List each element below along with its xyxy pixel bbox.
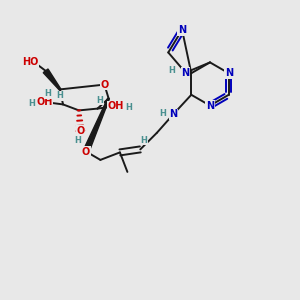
- Text: N: N: [182, 68, 190, 78]
- Text: H: H: [74, 136, 81, 145]
- Text: N: N: [178, 25, 186, 35]
- Text: O: O: [100, 80, 109, 90]
- Text: H: H: [97, 96, 103, 105]
- Text: H: H: [169, 66, 176, 75]
- Text: O: O: [82, 146, 90, 157]
- Text: H: H: [125, 103, 132, 112]
- Polygon shape: [43, 69, 61, 90]
- Text: N: N: [225, 68, 233, 78]
- Text: H: H: [28, 99, 35, 108]
- Text: OH: OH: [108, 101, 124, 111]
- Text: H: H: [159, 109, 166, 118]
- Text: HO: HO: [22, 57, 39, 67]
- Text: H: H: [140, 136, 147, 145]
- Text: H: H: [57, 92, 63, 100]
- Text: N: N: [169, 109, 177, 119]
- Text: OH: OH: [36, 97, 52, 107]
- Text: H: H: [45, 89, 51, 98]
- Text: N: N: [206, 100, 214, 111]
- Text: O: O: [76, 126, 85, 136]
- Polygon shape: [83, 98, 110, 153]
